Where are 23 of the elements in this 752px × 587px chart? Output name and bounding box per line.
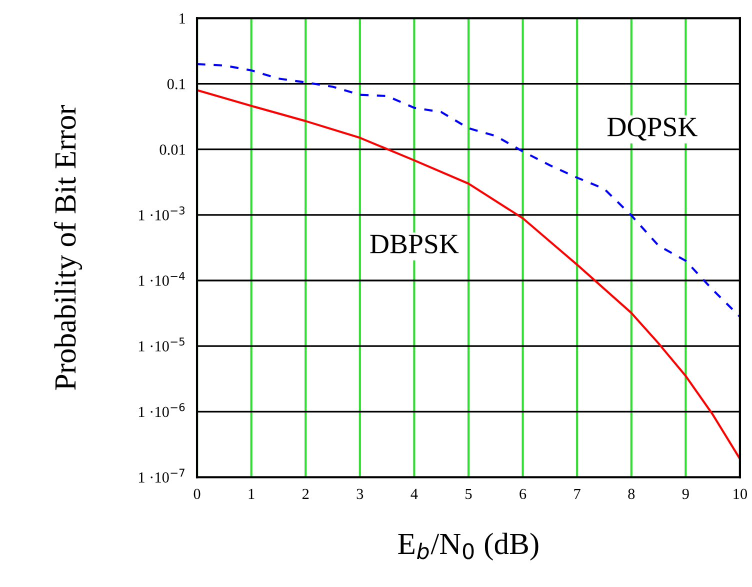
x-tick-label: 3 xyxy=(356,488,364,500)
y-tick-label: 1 ·10$^{−5}$ xyxy=(138,338,184,352)
x-axis-title: E$_{b}$/N$_{0}$ (dB) xyxy=(398,532,538,560)
x-tick-label: 8 xyxy=(628,488,635,500)
x-tick-label: 6 xyxy=(520,488,526,500)
y-axis-title: Probability of Bit Error xyxy=(54,104,82,390)
x-tick-label: 10 xyxy=(734,488,748,500)
x-tick-label: 5 xyxy=(466,488,472,500)
y-tick-label: 0.01 xyxy=(160,144,185,155)
x-tick-label: 4 xyxy=(410,488,418,499)
x-tick-label: 1 xyxy=(248,488,254,499)
y-tick-label: 1 ·10$^{−3}$ xyxy=(138,206,185,220)
x-tick-label: 0 xyxy=(194,488,200,500)
x-tick-label: 2 xyxy=(302,488,309,499)
series-label: DQPSK xyxy=(607,118,698,141)
x-tick-label: 9 xyxy=(682,488,689,500)
y-tick-label: 1 ·10$^{−4}$ xyxy=(138,272,185,286)
y-tick-label: 1 ·10$^{−6}$ xyxy=(138,403,185,418)
x-tick-label: 7 xyxy=(574,488,580,499)
y-tick-label: 1 xyxy=(180,13,185,24)
y-tick-label: 0.1 xyxy=(167,78,185,90)
series-label: DBPSK xyxy=(370,234,459,254)
y-tick-label: 1 ·10$^{−7}$ xyxy=(138,468,184,483)
